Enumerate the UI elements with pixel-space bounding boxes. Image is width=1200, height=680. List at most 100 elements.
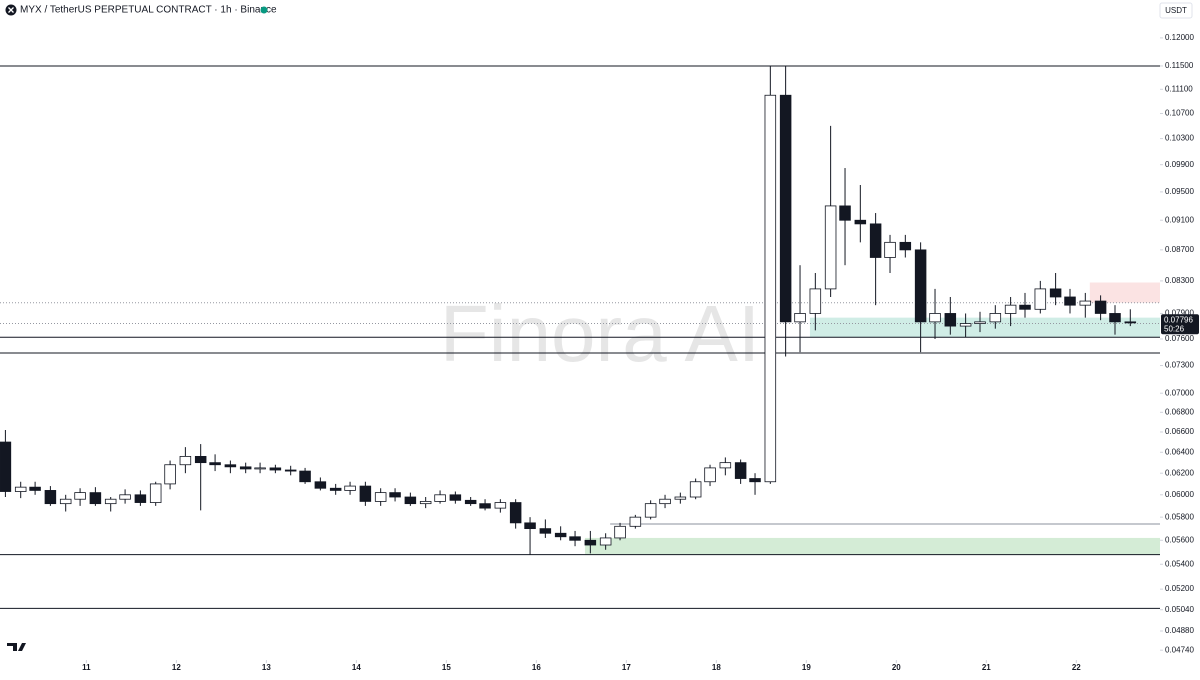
y-tick-label: 0.07600 <box>1165 334 1194 343</box>
y-tick-label: 0.06200 <box>1165 468 1194 477</box>
candle-body <box>14 486 27 492</box>
zone <box>584 537 1160 555</box>
y-tick-label: 0.11500 <box>1165 61 1194 70</box>
candle-body <box>494 502 507 509</box>
candle-body <box>614 525 626 539</box>
x-tick-label: 12 <box>172 663 181 672</box>
x-tick-label: 16 <box>532 663 541 672</box>
currency: USDT <box>1165 6 1187 15</box>
candle-body <box>794 313 806 323</box>
y-tick-label: 0.07300 <box>1165 361 1194 370</box>
candle-body <box>944 313 957 327</box>
x-tick-label: 17 <box>622 663 631 672</box>
candle-body <box>569 536 581 541</box>
candle-body <box>1019 304 1031 310</box>
tv-logo <box>7 643 26 651</box>
countdown: 50:26 <box>1164 324 1185 333</box>
x-tick-label: 18 <box>712 663 721 672</box>
candle-body <box>899 241 912 251</box>
y-tick-label: 0.05600 <box>1165 535 1194 544</box>
y-tick-label: 0.07900 <box>1165 309 1194 318</box>
candle-body <box>644 503 657 518</box>
candle-body <box>734 462 747 479</box>
candle-body <box>749 478 761 483</box>
candle-body <box>674 496 687 500</box>
zone <box>1089 282 1160 303</box>
x-tick-label: 15 <box>442 663 451 672</box>
candle-body <box>0 441 12 492</box>
candle-body <box>1049 288 1062 298</box>
candle-body <box>254 467 266 470</box>
candle-body <box>329 487 342 491</box>
candle-body <box>1064 296 1076 306</box>
y-tick-label: 0.05800 <box>1165 512 1194 521</box>
plot-area: 0.12000 0.11500 0.11100 0.10700 0.10300 0.099… <box>0 33 1199 672</box>
candle-body <box>914 249 927 323</box>
candle-body <box>74 492 86 500</box>
y-tick-label: 0.09500 <box>1165 187 1194 196</box>
chart-title: MYX / TetherUS PERPETUAL CONTRACT · 1h ·… <box>20 5 277 16</box>
candle-body <box>239 466 252 470</box>
x-tick-label: 11 <box>82 663 91 672</box>
watermark: Finora AI <box>440 289 760 378</box>
y-tick-label: 0.09100 <box>1165 215 1194 224</box>
candle-body <box>1094 300 1107 314</box>
candle-body <box>209 462 221 466</box>
candle-body <box>419 501 432 505</box>
y-tick-label: 0.12000 <box>1165 33 1194 42</box>
y-tick-label: 0.11100 <box>1165 84 1193 93</box>
candle-body <box>1124 321 1137 324</box>
y-tick-label: 0.04740 <box>1165 645 1194 654</box>
candle-body <box>509 502 522 524</box>
y-tick-label: 0.06600 <box>1165 427 1194 436</box>
y-tick-label: 0.10700 <box>1165 109 1194 118</box>
x-tick-label: 14 <box>352 663 361 672</box>
candle-body <box>194 455 207 464</box>
candle-body <box>89 492 102 505</box>
candle-body <box>584 539 597 546</box>
x-tick-label: 20 <box>892 663 901 672</box>
candle-body <box>1109 313 1121 323</box>
zone <box>809 317 1160 338</box>
y-tick-label: 0.08300 <box>1165 276 1194 285</box>
candle-body <box>1004 304 1017 314</box>
last-price-box <box>1161 314 1199 335</box>
candle-body <box>299 470 311 483</box>
y-tick-label: 0.08700 <box>1165 245 1194 254</box>
candle-body <box>359 485 372 502</box>
symbol-icon-mark <box>8 7 14 13</box>
currency-box[interactable] <box>1159 2 1193 19</box>
candle-body <box>959 323 972 327</box>
candle-body <box>344 485 356 491</box>
candle-body <box>1079 300 1092 306</box>
candle-body <box>854 219 867 225</box>
candle-body <box>554 532 567 538</box>
candle-body <box>479 503 491 509</box>
last-price-label: 0.07796 <box>1164 315 1193 324</box>
candle-body <box>974 321 986 324</box>
market-status[interactable] <box>260 6 268 14</box>
candle-body <box>179 455 192 466</box>
y-tick-label: 0.04880 <box>1165 626 1194 635</box>
candle-body <box>224 464 237 468</box>
y-tick-label: 0.05200 <box>1165 584 1194 593</box>
x-tick-label: 19 <box>802 663 811 672</box>
candle-body <box>689 481 702 498</box>
candle-body <box>29 486 41 491</box>
candle-body <box>524 522 536 530</box>
candle-body <box>884 241 896 258</box>
candle-body <box>134 494 147 503</box>
candle-body <box>434 494 446 502</box>
y-tick-label: 0.06400 <box>1165 447 1194 456</box>
candle-body <box>104 498 117 505</box>
candle-body <box>704 467 716 483</box>
candle-body <box>389 492 401 498</box>
y-tick-label: 0.10300 <box>1165 134 1194 143</box>
candle-body <box>59 498 72 505</box>
candle-body <box>1034 288 1047 310</box>
candle-body <box>659 498 671 505</box>
candle-body <box>44 490 57 505</box>
x-tick-label: 22 <box>1072 663 1081 672</box>
candle-body <box>929 313 941 323</box>
